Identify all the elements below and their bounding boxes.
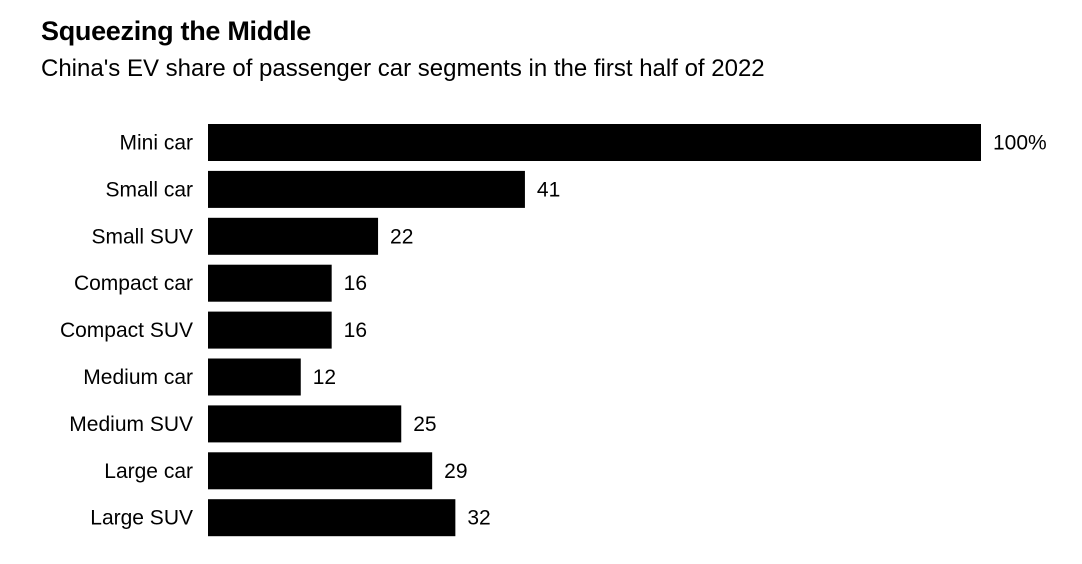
bar bbox=[208, 358, 301, 396]
value-label: 32 bbox=[467, 507, 490, 530]
value-label: 25 bbox=[413, 413, 436, 436]
category-label: Large car bbox=[104, 460, 193, 483]
value-label: 12 bbox=[313, 366, 336, 389]
category-label: Small SUV bbox=[91, 225, 193, 248]
category-label: Mini car bbox=[119, 132, 193, 155]
category-label: Small car bbox=[105, 178, 193, 201]
chart-title: Squeezing the Middle bbox=[41, 16, 312, 46]
value-label: 16 bbox=[344, 319, 367, 342]
category-label: Medium SUV bbox=[69, 413, 193, 436]
category-label: Medium car bbox=[83, 366, 193, 389]
value-label: 41 bbox=[537, 178, 560, 201]
bar bbox=[208, 170, 525, 208]
bar bbox=[208, 499, 456, 537]
value-label: 29 bbox=[444, 460, 467, 483]
category-label: Large SUV bbox=[90, 507, 193, 530]
value-label: 100% bbox=[993, 132, 1047, 155]
chart-subtitle: China's EV share of passenger car segmen… bbox=[41, 55, 765, 82]
value-label: 16 bbox=[344, 272, 367, 295]
category-label: Compact car bbox=[74, 272, 193, 295]
bar bbox=[208, 124, 981, 161]
bar bbox=[208, 405, 402, 443]
bar bbox=[208, 264, 332, 302]
category-label: Compact SUV bbox=[60, 319, 193, 342]
bar bbox=[208, 452, 433, 490]
value-label: 22 bbox=[390, 225, 413, 248]
bar bbox=[208, 217, 379, 255]
bar bbox=[208, 311, 332, 349]
